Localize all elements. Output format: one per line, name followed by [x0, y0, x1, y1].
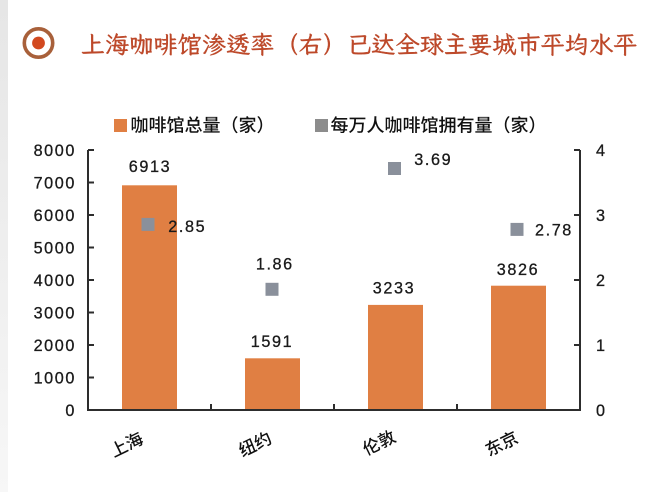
svg-text:2.78: 2.78: [535, 222, 573, 240]
svg-text:6000: 6000: [34, 207, 76, 225]
svg-text:0: 0: [65, 402, 76, 420]
svg-text:7000: 7000: [34, 175, 76, 193]
svg-text:3233: 3233: [373, 280, 415, 298]
svg-text:2000: 2000: [34, 337, 76, 355]
svg-text:3.69: 3.69: [414, 151, 452, 169]
svg-text:4000: 4000: [34, 272, 76, 290]
svg-text:1.86: 1.86: [256, 256, 294, 274]
svg-text:1: 1: [596, 337, 607, 355]
svg-text:8000: 8000: [34, 142, 76, 160]
svg-text:3826: 3826: [497, 261, 539, 279]
svg-text:5000: 5000: [34, 240, 76, 258]
svg-text:6913: 6913: [129, 158, 171, 176]
svg-text:3: 3: [596, 207, 607, 225]
svg-text:2.85: 2.85: [168, 218, 206, 236]
svg-text:3000: 3000: [34, 305, 76, 323]
svg-text:0: 0: [596, 402, 607, 420]
svg-text:1591: 1591: [251, 333, 293, 351]
svg-text:2: 2: [596, 272, 607, 290]
svg-text:1000: 1000: [34, 370, 76, 388]
svg-text:4: 4: [596, 142, 607, 160]
